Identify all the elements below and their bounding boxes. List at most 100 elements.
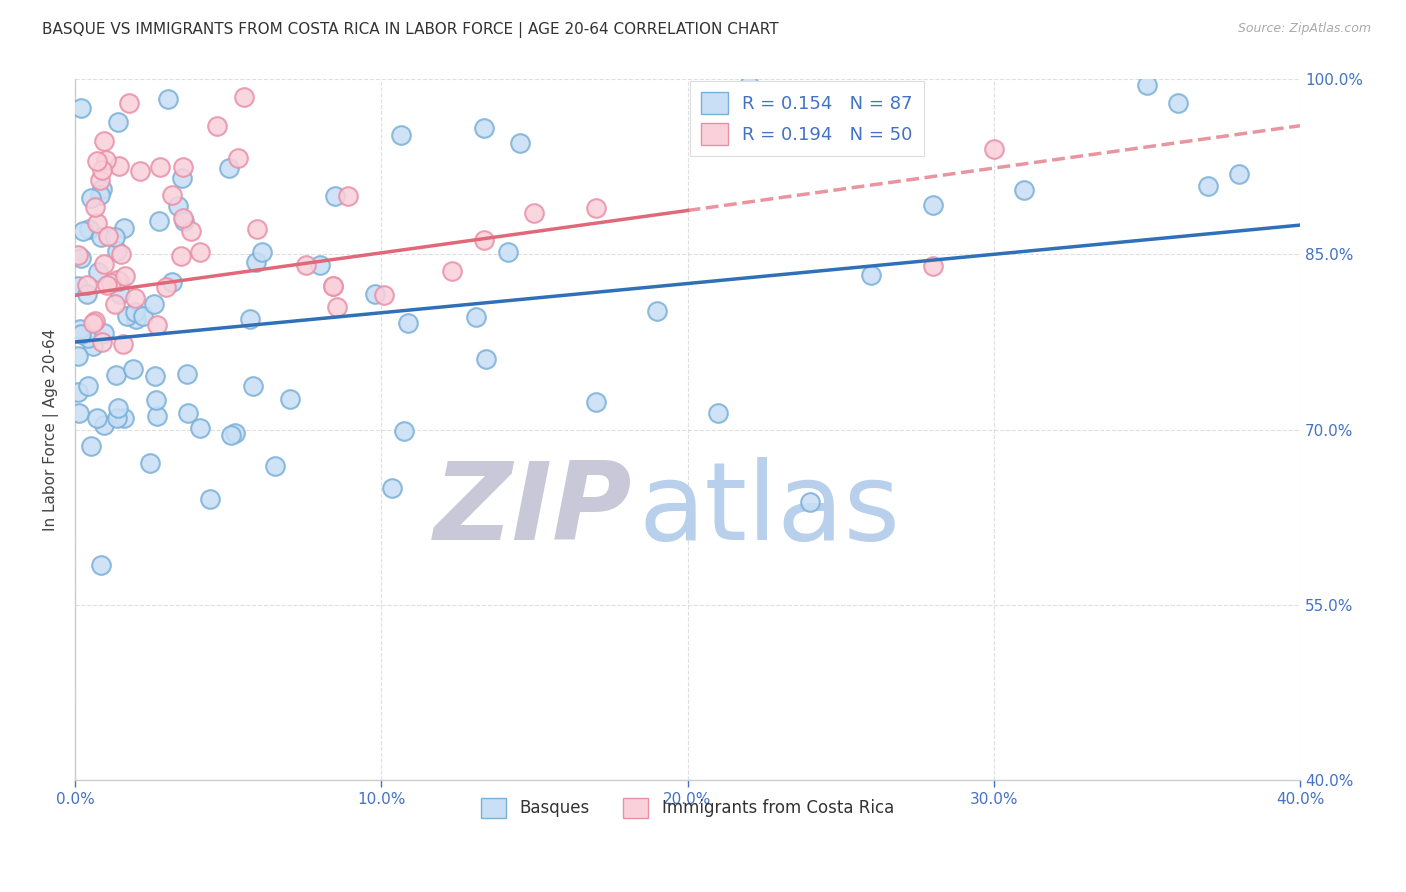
Point (246, 222, 269, 236)
Point (441, 264, 464, 278)
Point (131, 310, 153, 324)
Point (509, 136, 531, 150)
Point (472, 120, 495, 135)
Point (860, 268, 883, 282)
Point (86, 215, 108, 229)
Point (84, 200, 107, 214)
Point (172, 160, 194, 174)
Point (233, 89, 256, 103)
Point (93, 256, 115, 270)
Point (264, 459, 287, 474)
Point (921, 259, 943, 273)
Point (67, 247, 90, 261)
Point (112, 337, 135, 351)
Point (523, 206, 546, 220)
Point (70, 326, 93, 341)
Point (205, 119, 228, 133)
Point (160, 188, 183, 202)
Point (294, 258, 316, 272)
Point (82, 316, 104, 330)
Point (155, 280, 177, 294)
Point (146, 409, 169, 423)
Point (122, 362, 145, 376)
Point (67, 279, 90, 293)
Point (124, 291, 146, 305)
Point (190, 244, 212, 259)
Point (139, 456, 162, 470)
Point (125, 311, 148, 326)
Point (90, 229, 112, 244)
Point (93, 418, 115, 433)
Point (86, 411, 108, 425)
Point (224, 426, 246, 441)
Legend: Basques, Immigrants from Costa Rica: Basques, Immigrants from Costa Rica (475, 791, 900, 824)
Point (149, 160, 172, 174)
Point (322, 279, 344, 293)
Text: BASQUE VS IMMIGRANTS FROM COSTA RICA IN LABOR FORCE | AGE 20-64 CORRELATION CHAR: BASQUE VS IMMIGRANTS FROM COSTA RICA IN … (42, 22, 779, 38)
Point (70, 101, 93, 115)
Point (107, 401, 129, 416)
Point (738, 78, 761, 92)
Point (180, 224, 202, 238)
Point (108, 287, 131, 301)
Point (91, 162, 114, 177)
Point (188, 421, 211, 435)
Point (921, 198, 943, 212)
Point (86, 154, 108, 169)
Point (1136, 78, 1159, 92)
Point (322, 279, 344, 293)
Point (70, 251, 93, 265)
Point (373, 288, 395, 302)
Point (79, 221, 101, 235)
Point (176, 367, 198, 381)
Point (94, 153, 117, 168)
Point (219, 427, 242, 442)
Point (1197, 179, 1219, 194)
Point (67, 385, 90, 400)
Point (87, 265, 110, 279)
Point (105, 272, 128, 286)
Point (1167, 95, 1189, 110)
Point (496, 244, 519, 259)
Point (114, 268, 136, 283)
Point (177, 406, 200, 420)
Point (77, 378, 100, 392)
Point (100, 276, 122, 290)
Point (69, 322, 91, 336)
Point (392, 424, 415, 438)
Point (124, 305, 146, 319)
Point (326, 300, 349, 314)
Point (114, 411, 136, 425)
Point (172, 211, 194, 226)
Text: ZIP: ZIP (434, 458, 633, 563)
Point (475, 351, 498, 366)
Point (166, 199, 188, 213)
Point (245, 255, 267, 269)
Point (157, 92, 180, 106)
Point (105, 244, 128, 259)
Point (104, 230, 127, 244)
Point (105, 368, 128, 382)
Point (170, 249, 193, 263)
Point (323, 189, 346, 203)
Point (308, 258, 330, 272)
Point (145, 392, 167, 407)
Point (250, 244, 273, 259)
Point (143, 296, 166, 310)
Point (585, 202, 607, 216)
Point (76, 287, 98, 301)
Point (464, 310, 486, 324)
Point (364, 287, 387, 301)
Point (93, 134, 115, 148)
Point (96, 278, 118, 293)
Point (108, 159, 131, 173)
Point (91, 182, 114, 196)
Point (645, 303, 668, 318)
Point (90, 558, 112, 572)
Point (93, 326, 115, 340)
Point (380, 481, 402, 495)
Point (218, 161, 240, 175)
Point (79, 439, 101, 453)
Point (72, 224, 94, 238)
Y-axis label: In Labor Force | Age 20-64: In Labor Force | Age 20-64 (44, 328, 59, 531)
